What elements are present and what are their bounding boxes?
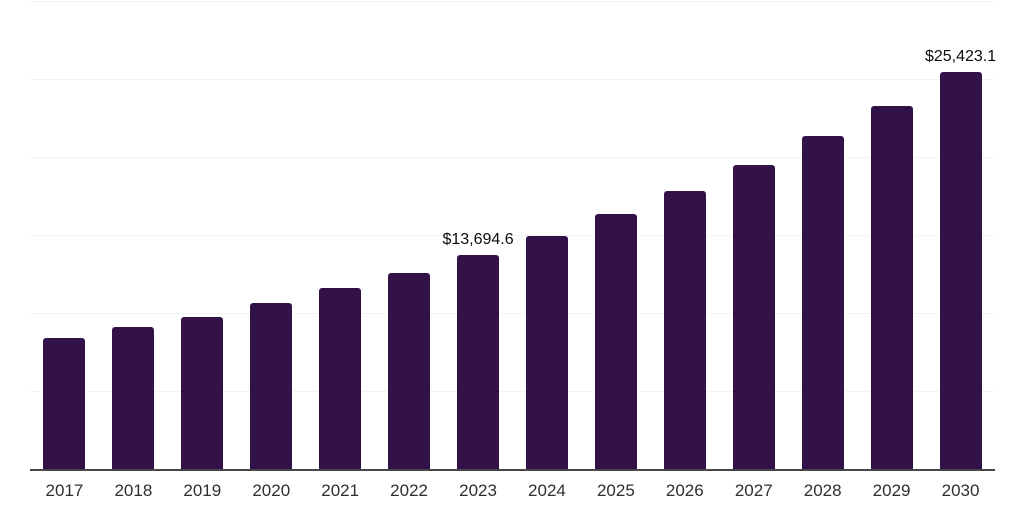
- x-tick-label-2030: 2030: [941, 481, 980, 500]
- gridline-30000: [30, 1, 995, 2]
- gridline-20000: [30, 157, 995, 158]
- x-tick-label-2025: 2025: [596, 481, 635, 500]
- x-tick-label-2024: 2024: [528, 481, 566, 500]
- gridline-15000: [30, 235, 995, 236]
- bar-2018: [112, 326, 155, 469]
- gridline-5000: [30, 391, 995, 392]
- bar-value-label-2023: $13,694.6: [442, 231, 514, 249]
- bar-2024: [525, 235, 568, 469]
- bar-2022: [388, 272, 431, 469]
- bar-value-label-2030: $25,423.1: [924, 48, 997, 66]
- x-tick-label-2023: 2023: [459, 481, 497, 500]
- gridline-25000: [30, 79, 995, 80]
- bar-2020: [250, 302, 293, 469]
- bar-2021: [319, 288, 362, 469]
- x-tick-label-2027: 2027: [734, 481, 773, 500]
- bar-2026: [663, 190, 706, 469]
- x-tick-label-2026: 2026: [665, 481, 704, 500]
- bar-2023: [457, 255, 500, 469]
- x-tick-label-2021: 2021: [321, 481, 360, 500]
- bar-2025: [594, 213, 637, 469]
- x-tick-label-2029: 2029: [872, 481, 911, 500]
- bar-2028: [801, 135, 844, 469]
- x-tick-label-2018: 2018: [114, 481, 153, 500]
- x-axis-line: [30, 469, 995, 471]
- x-tick-label-2028: 2028: [803, 481, 842, 500]
- bar-2019: [181, 316, 224, 469]
- plot-area: $13,694.6 $25,423.1: [30, 1, 997, 471]
- x-tick-label-2017: 2017: [45, 481, 84, 500]
- bar-2027: [732, 164, 775, 469]
- x-tick-label-2019: 2019: [183, 481, 222, 500]
- bar-2030: [939, 72, 982, 469]
- gridline-10000: [30, 313, 995, 314]
- x-tick-label-2020: 2020: [252, 481, 291, 500]
- x-tick-label-2022: 2022: [390, 481, 429, 500]
- bar-2029: [870, 105, 913, 469]
- bar-2017: [43, 337, 86, 469]
